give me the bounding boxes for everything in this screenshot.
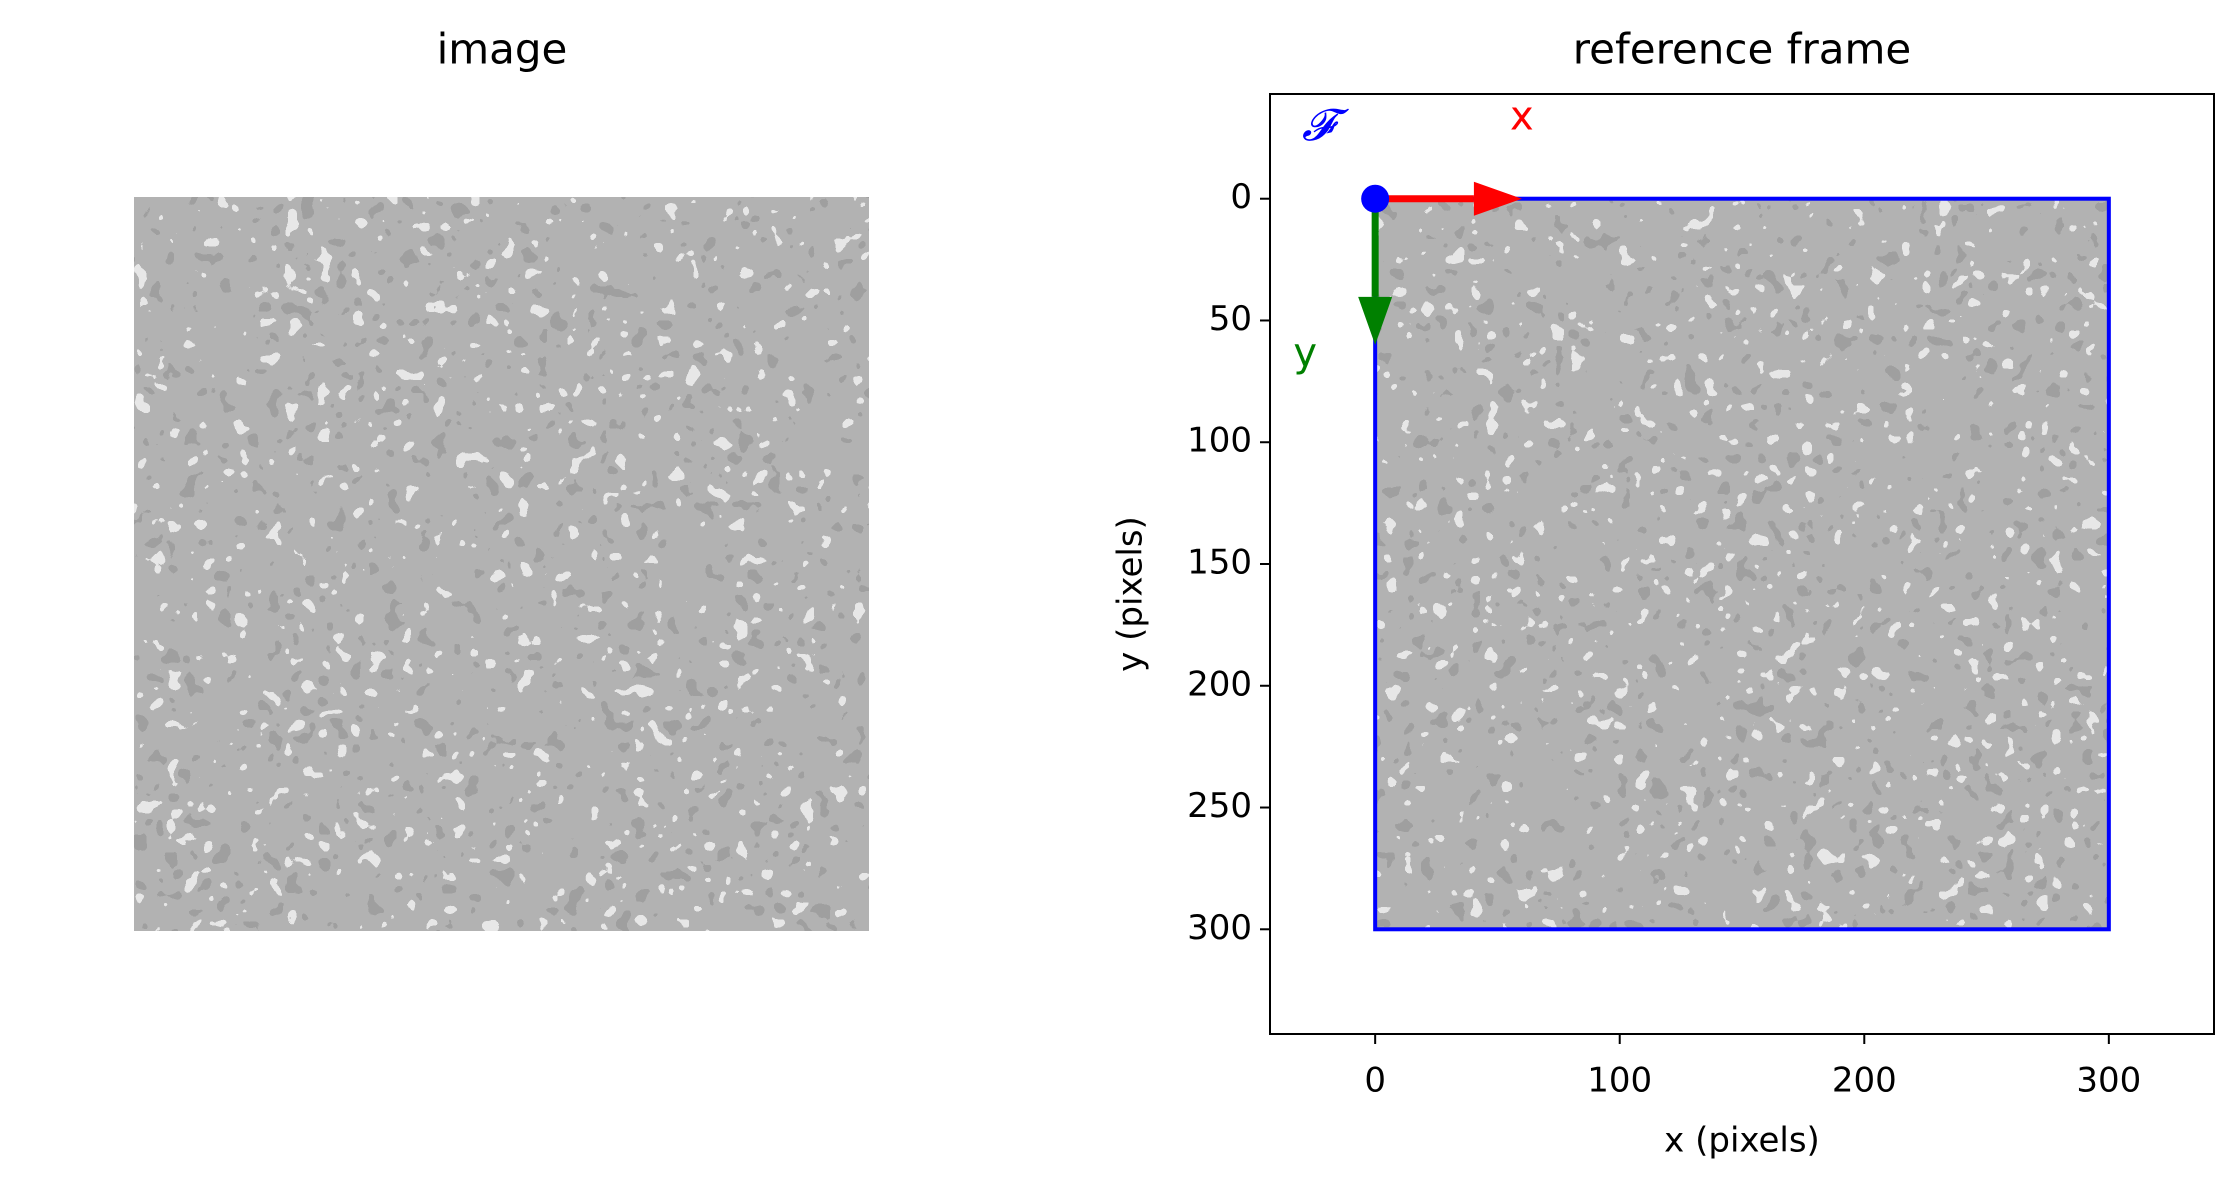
frame-border — [1373, 196, 2111, 932]
y-tick-label: 50 — [1209, 299, 1252, 339]
frame-origin — [1361, 184, 1390, 213]
y-tick-label: 100 — [1187, 421, 1252, 461]
axis-arrow-head — [1473, 181, 1522, 216]
panel-title: image — [437, 25, 568, 74]
x-tick-label: 300 — [2076, 1061, 2141, 1101]
axis-arrow-label: x — [1510, 94, 1534, 140]
y-axis-label: y (pixels) — [1111, 516, 1151, 672]
y-tick-label: 150 — [1187, 543, 1252, 583]
panel-title: reference frame — [1573, 25, 1911, 74]
x-tick-label: 200 — [1832, 1061, 1897, 1101]
image — [1375, 198, 2109, 930]
axis-arrow-label: y — [1293, 330, 1317, 376]
frame-label: 𝓕 — [1302, 100, 1350, 151]
y-tick-label: 200 — [1187, 664, 1252, 704]
axis-arrow-head — [1358, 296, 1393, 345]
x-tick-label: 0 — [1364, 1061, 1386, 1101]
x-tick-label: 100 — [1587, 1061, 1652, 1101]
y-tick-label: 250 — [1187, 786, 1252, 826]
x-axis-label: x (pixels) — [1664, 1121, 1820, 1161]
image — [134, 197, 869, 931]
y-tick-label: 300 — [1187, 908, 1252, 948]
y-tick-label: 0 — [1230, 177, 1252, 217]
